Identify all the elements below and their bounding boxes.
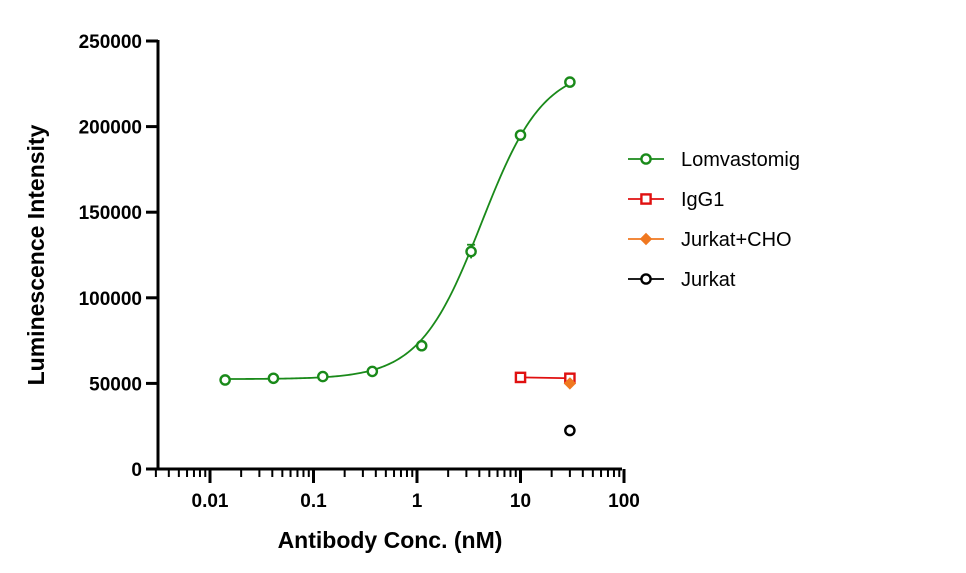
y-tick-label: 0	[131, 460, 142, 481]
series-jurkat	[564, 424, 576, 437]
data-point	[415, 339, 428, 352]
y-tick-label: 100000	[79, 289, 142, 310]
fit-curve	[225, 82, 571, 380]
data-point	[317, 370, 329, 383]
x-tick-label: 0.01	[192, 491, 229, 512]
legend-marker	[639, 232, 653, 246]
legend-label: Jurkat+CHO	[681, 229, 792, 251]
y-tick-label: 150000	[79, 203, 142, 224]
x-tick-label: 0.1	[300, 491, 327, 512]
x-tick-label: 100	[608, 491, 640, 512]
data-point	[514, 129, 527, 141]
series-jurkat-cho	[563, 377, 577, 390]
x-axis-title: Antibody Conc. (nM)	[278, 527, 503, 553]
data-point	[564, 76, 576, 88]
data-point	[267, 372, 280, 385]
legend: Lomvastomig IgG1 Jurkat+CHO Jurkat	[628, 149, 800, 291]
legend-label: Jurkat	[681, 269, 736, 291]
series-line	[520, 376, 570, 380]
legend-marker	[640, 153, 652, 165]
data-point	[514, 371, 527, 384]
legend-marker	[640, 273, 652, 285]
y-axis-title: Luminescence Intensity	[23, 124, 49, 385]
series-igg1	[514, 371, 576, 385]
legend-marker	[640, 193, 652, 205]
y-tick-label: 250000	[79, 32, 142, 53]
legend-label: IgG1	[681, 189, 724, 211]
x-tick-label: 1	[412, 491, 423, 512]
x-tick-label: 10	[510, 491, 531, 512]
y-tick-label: 200000	[79, 118, 142, 139]
y-tick-label: 50000	[89, 374, 142, 395]
data-point	[564, 424, 576, 437]
series-lomvastomig	[219, 76, 576, 386]
data-point	[465, 245, 477, 258]
data-point	[563, 377, 577, 390]
plot-area	[219, 76, 577, 437]
data-point	[219, 374, 231, 386]
legend-label: Lomvastomig	[681, 149, 800, 171]
axes: 0 50000 100000 150000 200000 250000 0.01 0.1 1 10…	[79, 32, 640, 512]
data-point	[366, 365, 379, 378]
